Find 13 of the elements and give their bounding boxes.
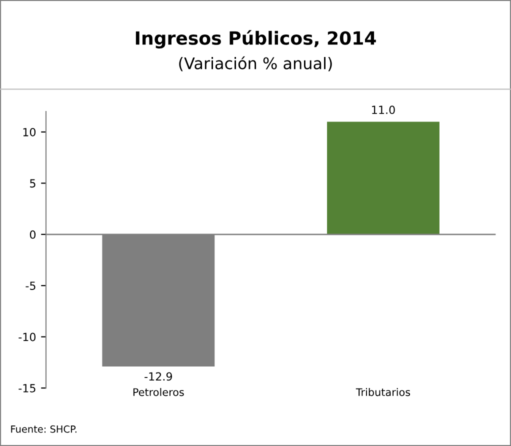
chart-title: Ingresos Públicos, 2014 [136,30,376,48]
y-tick-label: 0 [30,230,36,239]
x-tick-label: Petroleros [133,388,184,396]
chart-subtitle: (Variación % anual) [179,56,332,72]
data-label: -12.9 [144,372,172,381]
source-note: Fuente: SHCP. [11,425,76,433]
data-label: 11.0 [372,106,395,114]
y-tick-label: -15 [18,384,36,392]
y-tick-label: 10 [23,128,36,136]
y-tick-label: -5 [26,282,36,290]
y-tick-label: -10 [18,332,36,342]
y-tick-label: 5 [30,179,36,188]
x-tick-label: Tributarios [356,388,410,396]
